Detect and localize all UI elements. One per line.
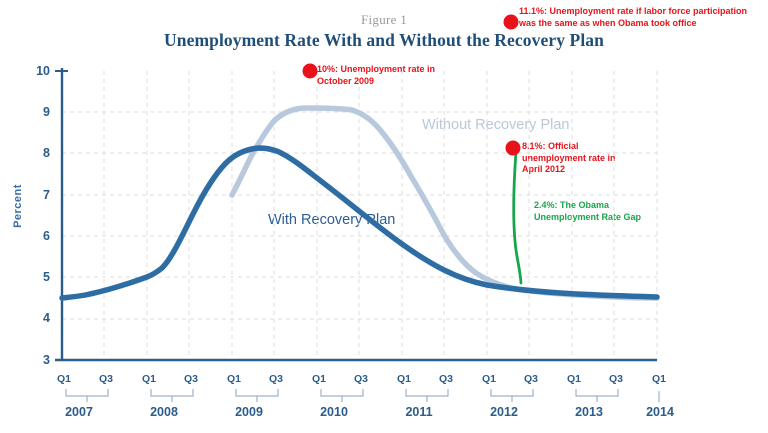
x-year-2007: 2007 (65, 405, 93, 419)
annotation-official-rate-april-2012: 8.1%: Official unemployment rate in Apri… (522, 141, 642, 176)
x-tick-2009-q1: Q1 (226, 373, 241, 385)
x-tick-2008-q1: Q1 (141, 373, 156, 385)
annotation-oct-2009-line1: 10%: Unemployment rate in (317, 64, 436, 74)
y-tick-4: 4 (43, 311, 50, 325)
x-tick-2010-q1: Q1 (311, 373, 326, 385)
x-tick-2012-q3: Q3 (523, 373, 538, 385)
annotation-lfp-line2: was the same as when Obama took office (519, 17, 697, 28)
x-tick-2013-q3: Q3 (608, 373, 623, 385)
annotation-oct-2009-line2: October 2009 (317, 75, 375, 86)
year-bracket-2012 (490, 389, 534, 402)
year-bracket-2009 (235, 389, 279, 402)
x-tick-2007-q1: Q1 (56, 373, 71, 385)
x-tick-2010-q3: Q3 (353, 373, 368, 385)
annotation-gap-line2: Unemployment Rate Gap (534, 211, 642, 222)
x-year-2010: 2010 (320, 405, 348, 419)
page-title: Unemployment Rate With and Without the R… (164, 30, 604, 50)
y-tick-8: 8 (43, 146, 50, 160)
annotation-obama-unemployment-gap: 2.4%: The Obama Unemployment Rate Gap (534, 200, 664, 223)
x-tick-2013-q1: Q1 (566, 373, 581, 385)
x-year-2008: 2008 (150, 405, 178, 419)
series-line-with-recovery-plan (59, 145, 660, 301)
x-tick-2007-q3: Q3 (98, 373, 113, 385)
marker-dot-oct-2009 (302, 63, 318, 79)
x-tick-2012-q1: Q1 (481, 373, 496, 385)
annotation-lfp-line1: 11.1%: Unemployment rate if labor force … (519, 6, 748, 16)
series-label-without-recovery-plan: Without Recovery Plan (422, 117, 570, 133)
annotation-official-line1: 8.1%: Official (522, 141, 579, 151)
x-year-2009: 2009 (235, 405, 263, 419)
x-year-2013: 2013 (575, 405, 603, 419)
year-bracket-2007 (65, 389, 109, 402)
figure-label: Figure 1 (360, 12, 408, 27)
x-tick-2008-q3: Q3 (183, 373, 198, 385)
x-tick-2009-q3: Q3 (268, 373, 283, 385)
y-tick-7: 7 (43, 188, 50, 202)
axis-lines (55, 68, 657, 362)
annotation-gap-line1: 2.4%: The Obama (534, 200, 610, 210)
annotation-official-line2: unemployment rate in (522, 152, 616, 163)
marker-dot-labor-force-participation (503, 14, 519, 30)
year-bracket-2010 (320, 389, 364, 402)
x-year-2011: 2011 (405, 405, 433, 419)
annotation-labor-force-participation: 11.1%: Unemployment rate if labor force … (519, 6, 768, 29)
year-bracket-2008 (150, 389, 194, 402)
year-bracket-2011 (405, 389, 449, 402)
y-tick-6: 6 (43, 229, 50, 243)
x-tick-2011-q1: Q1 (396, 373, 411, 385)
year-brackets (65, 389, 660, 402)
y-tick-10: 10 (36, 64, 50, 78)
year-bracket-2013 (575, 389, 619, 402)
annotation-oct-2009: 10%: Unemployment rate in October 2009 (317, 64, 487, 87)
y-tick-5: 5 (43, 270, 50, 284)
y-tick-3: 3 (43, 353, 50, 367)
y-tick-9: 9 (43, 105, 50, 119)
x-year-2014: 2014 (646, 405, 674, 419)
x-tick-2011-q3: Q3 (438, 373, 453, 385)
gap-connector-line (512, 150, 523, 285)
x-tick-2014-q1: Q1 (651, 373, 666, 385)
x-year-2012: 2012 (490, 405, 518, 419)
annotation-official-line3: April 2012 (522, 164, 566, 174)
marker-dot-april-2012 (505, 140, 521, 156)
